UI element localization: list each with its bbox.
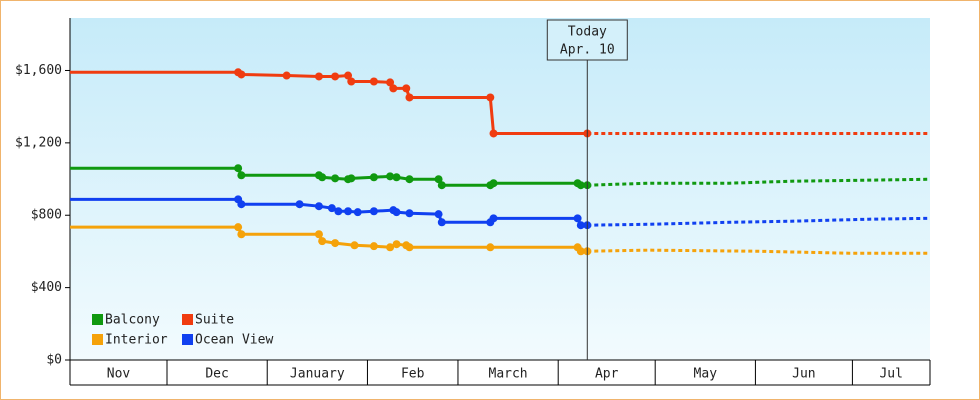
legend-label: Interior — [105, 333, 168, 348]
point — [576, 221, 585, 230]
point — [434, 210, 443, 219]
point — [486, 93, 495, 102]
today-label: Today — [568, 25, 607, 40]
point — [576, 181, 585, 190]
point — [234, 223, 243, 232]
series-line — [70, 70, 588, 135]
point — [237, 70, 246, 79]
legend-swatch — [92, 334, 103, 345]
point — [402, 84, 411, 93]
forecast-line — [587, 248, 930, 255]
point — [282, 71, 291, 80]
point — [344, 207, 353, 216]
plot-area — [70, 18, 930, 360]
point — [405, 175, 414, 184]
point — [489, 179, 498, 188]
legend-swatch — [92, 314, 103, 325]
point — [350, 241, 359, 250]
legend-label: Balcony — [105, 313, 160, 328]
point — [331, 239, 340, 248]
point — [486, 243, 495, 252]
x-tick-label: Apr — [595, 367, 619, 382]
x-tick-label: January — [290, 367, 345, 382]
point — [386, 172, 395, 181]
point — [573, 214, 582, 223]
point — [369, 242, 378, 251]
point — [392, 240, 401, 249]
point — [489, 214, 498, 223]
series-line — [70, 225, 588, 253]
legend-label: Suite — [195, 313, 234, 328]
legend-swatch — [182, 314, 193, 325]
point — [369, 207, 378, 216]
point — [234, 164, 243, 173]
point — [489, 129, 498, 138]
point — [327, 204, 336, 213]
point — [344, 71, 353, 80]
point — [369, 77, 378, 86]
point — [237, 171, 246, 180]
point — [331, 174, 340, 183]
point — [347, 174, 356, 183]
forecast-line — [587, 216, 931, 227]
point — [314, 72, 323, 81]
y-tick-label: $1,600 — [15, 63, 62, 78]
point — [405, 243, 414, 252]
legend-label: Ocean View — [195, 333, 273, 348]
today-box — [546, 19, 628, 61]
point — [334, 207, 343, 216]
y-tick-label: $800 — [31, 208, 62, 223]
x-tick-label: Nov — [107, 367, 131, 382]
y-tick-label: $1,200 — [15, 135, 62, 150]
point — [389, 84, 398, 93]
x-tick-label: March — [489, 367, 528, 382]
point — [386, 78, 395, 87]
point — [392, 208, 401, 217]
point — [437, 181, 446, 190]
point — [437, 218, 446, 227]
y-tick-label: $0 — [46, 353, 62, 368]
legend-swatch — [182, 334, 193, 345]
x-tick-label: Dec — [205, 367, 228, 382]
point — [405, 93, 414, 102]
point — [392, 173, 401, 182]
point — [314, 202, 323, 211]
x-tick-label: Feb — [401, 367, 425, 382]
point — [314, 230, 323, 239]
forecast-line — [587, 177, 931, 187]
point — [331, 72, 340, 81]
y-tick-label: $400 — [31, 280, 62, 295]
x-tick-label: May — [694, 367, 718, 382]
point — [434, 175, 443, 184]
today-date: Apr. 10 — [560, 43, 615, 58]
x-tick-label: Jun — [792, 367, 815, 382]
point — [347, 77, 356, 86]
point — [237, 230, 246, 239]
point — [369, 173, 378, 182]
point — [295, 200, 304, 209]
x-tick-label: Jul — [879, 367, 902, 382]
point — [353, 208, 362, 217]
point — [318, 173, 327, 182]
point — [386, 243, 395, 252]
point — [237, 200, 246, 209]
point — [576, 247, 585, 256]
point — [405, 209, 414, 218]
point — [318, 237, 327, 246]
